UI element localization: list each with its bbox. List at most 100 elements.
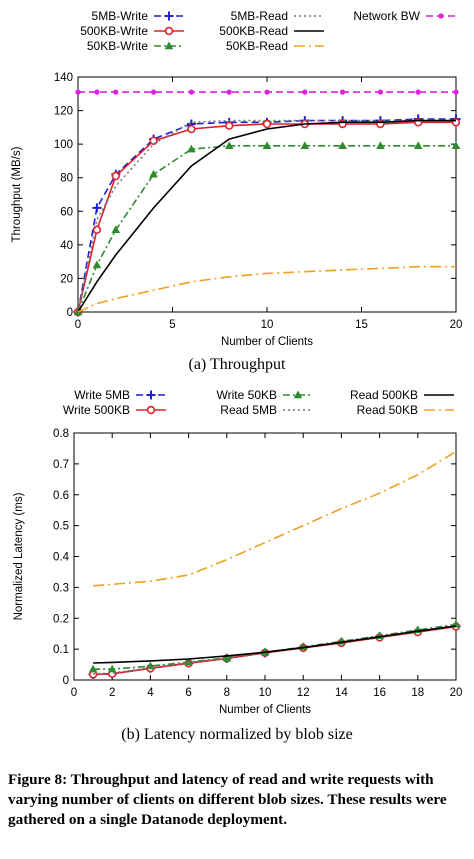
chart-b-legend-marker-write-50kb [293, 390, 303, 399]
chart-a-legend-marker-5mb-write [164, 11, 174, 21]
chart-a-legend-marker-50kb-write [164, 41, 174, 50]
chart-b-y-tick-label: 0.1 [53, 644, 69, 656]
chart-a-legend-50kb-write: 50KB-Write [87, 39, 184, 53]
chart-b-point-write-50kb [222, 653, 232, 661]
chart-a-legend-500kb-read: 500KB-Read [219, 24, 324, 38]
chart-a-point-50kb-write [413, 141, 423, 150]
chart-a-legend-label-50kb-read: 50KB-Read [226, 39, 288, 53]
chart-a-point-50kb-write [262, 141, 272, 150]
chart-a-point-network-bw [453, 89, 459, 95]
chart-b-x-tick-label: 20 [450, 687, 463, 699]
chart-a-point-500kb-write [111, 171, 121, 181]
chart-b-series-read-500kb [93, 625, 457, 664]
chart-b-y-tick-label: 0.5 [53, 521, 69, 533]
chart-a-y-tick-label: 140 [54, 72, 73, 84]
chart-b-legend-label-read-500kb: Read 500KB [350, 388, 418, 402]
chart-a-point-50kb-write [187, 144, 196, 153]
chart-a-point-500kb-write [225, 121, 234, 130]
chart-b-point-write-50kb [107, 664, 117, 673]
chart-b-x-axis-label: Number of Clients [219, 704, 311, 716]
chart-a-legend-label-500kb-write: 500KB-Write [80, 24, 148, 38]
chart-a-plot-frame [77, 76, 457, 313]
chart-a-series-50kb-write [73, 141, 461, 316]
chart-a-point-network-bw [340, 89, 346, 95]
chart-a-line-50kb-read [77, 265, 456, 313]
chart-b-plot-frame [73, 432, 457, 681]
chart-b-y-axis-label: Normalized Latency (ms) [13, 492, 25, 620]
chart-b-y-tick-label: 0.4 [53, 552, 70, 564]
chart-a-x-tick-label: 0 [75, 319, 81, 331]
chart-b-y-tick-label: 0 [63, 675, 69, 687]
chart-b-point-write-50kb [184, 657, 193, 666]
chart-a-point-500kb-write [187, 124, 196, 134]
chart-a-y-tick-label: 0 [67, 307, 73, 319]
chart-b-legend-marker-write-5mb [146, 390, 156, 400]
chart-b-x-tick-label: 0 [71, 687, 77, 699]
chart-a-point-50kb-write [376, 141, 385, 150]
chart-b-y-tick-label: 0.6 [53, 490, 69, 502]
chart-a-point-50kb-write [338, 141, 347, 150]
chart-a-x-tick-label: 5 [169, 319, 175, 331]
chart-b-legend-write-500kb: Write 500KB [63, 403, 166, 417]
chart-a-y-tick-label: 40 [60, 240, 73, 252]
chart-a-line-500kb-read [77, 119, 456, 313]
chart-a-x-tick-label: 20 [450, 319, 463, 331]
chart-a-series-500kb-read [77, 119, 456, 313]
chart-a-y-tick-label: 60 [60, 206, 73, 218]
chart-b-x-tick-label: 2 [109, 687, 115, 699]
chart-a-y-axis-label: Throughput (MB/s) [11, 146, 23, 242]
chart-a-legend-5mb-write: 5MB-Write [92, 9, 184, 23]
chart-b-line-write-50kb [93, 623, 457, 671]
chart-a-point-network-bw [264, 89, 270, 95]
chart-b-legend-label-write-500kb: Write 500KB [63, 403, 130, 417]
chart-a-y-tick-label: 120 [54, 106, 73, 118]
chart-a-legend-label-5mb-write: 5MB-Write [92, 9, 149, 23]
chart-a-legend-label-500kb-read: 500KB-Read [219, 24, 288, 38]
chart-b-legend-write-5mb: Write 5MB [74, 388, 166, 402]
chart-b-x-tick-label: 10 [259, 687, 272, 699]
chart-a-legend-5mb-read: 5MB-Read [231, 9, 324, 23]
chart-b-series-read-50kb [93, 450, 457, 587]
chart-a-y-tick-label: 80 [60, 173, 73, 185]
chart-a-point-50kb-write [111, 225, 121, 233]
chart-b-legend-read-5mb: Read 5MB [220, 403, 313, 417]
chart-b-legend-label-read-5mb: Read 5MB [220, 403, 277, 417]
latency-subcaption: (b) Latency normalized by blob size [121, 726, 353, 743]
chart-a-line-5mb-write [77, 118, 456, 313]
chart-b-x-tick-label: 6 [185, 687, 191, 699]
chart-a-point-network-bw [377, 89, 383, 95]
chart-a-point-network-bw [113, 89, 119, 95]
chart-b-legend-label-write-50kb: Write 50KB [217, 388, 277, 402]
chart-b-x-tick-label: 14 [335, 687, 348, 699]
chart-a-legend-network-bw: Network BW [353, 9, 456, 23]
chart-b-y-tick-label: 0.2 [53, 613, 69, 625]
chart-a-legend-marker-network-bw [438, 13, 444, 19]
chart-b-legend-label-read-50kb: Read 50KB [357, 403, 418, 417]
throughput-subcaption: (a) Throughput [188, 356, 286, 373]
chart-a-legend-50kb-read: 50KB-Read [226, 39, 324, 53]
chart-a-series-network-bw [75, 89, 459, 95]
chart-a-legend-label-5mb-read: 5MB-Read [231, 9, 288, 23]
chart-a-point-50kb-write [300, 141, 310, 150]
chart-a-x-axis-label: Number of Clients [221, 336, 313, 348]
chart-a-point-50kb-write [149, 169, 158, 178]
chart-a-point-network-bw [226, 89, 232, 95]
chart-a-x-tick-label: 10 [261, 319, 274, 331]
chart-a-legend-500kb-write: 500KB-Write [80, 24, 184, 38]
chart-a-y-tick-label: 100 [54, 139, 73, 151]
chart-a-point-5mb-write [92, 203, 102, 213]
chart-a-line-50kb-write [77, 145, 456, 313]
latency-chart: 0 2 4 6 8 10 12 14 16 18 20 0 0.1 0.2 0.3 0.4 0.5 0.6 0.7 0… [13, 388, 463, 716]
chart-b-point-write-50kb [88, 664, 98, 673]
chart-b-y-tick-label: 0.7 [53, 459, 69, 471]
chart-b-x-tick-label: 12 [297, 687, 310, 699]
chart-a-point-500kb-write [262, 119, 272, 129]
chart-b-x-tick-label: 4 [147, 687, 154, 699]
chart-a-point-network-bw [415, 89, 421, 95]
chart-a-point-50kb-write [92, 260, 102, 269]
chart-b-line-read-50kb [93, 450, 457, 587]
chart-a-series-50kb-read [77, 265, 456, 313]
chart-b-x-tick-label: 8 [224, 687, 230, 699]
chart-b-series-write-50kb [88, 619, 461, 673]
chart-a-legend-label-50kb-write: 50KB-Write [87, 39, 148, 53]
